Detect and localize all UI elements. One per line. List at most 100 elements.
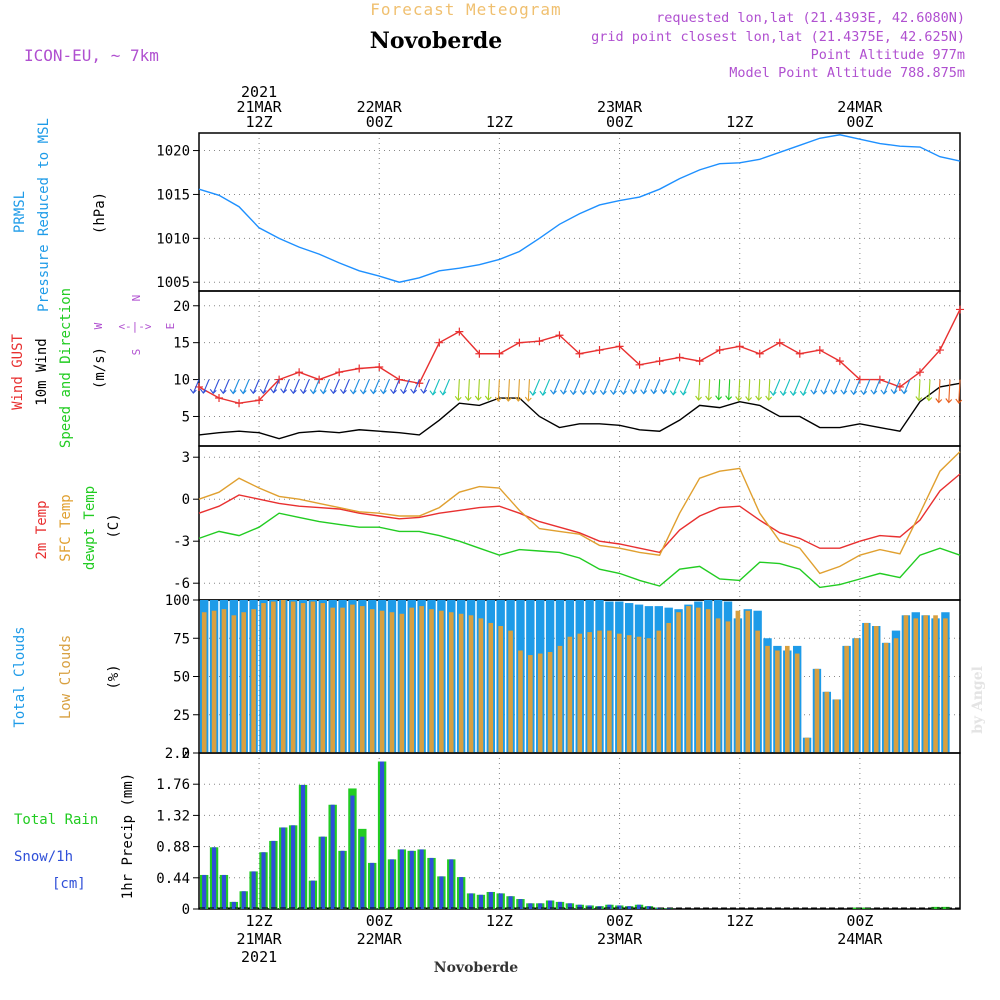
gust-marker (315, 375, 324, 384)
wind-arrow-head (935, 398, 943, 404)
low-cloud-bar (676, 612, 681, 753)
compass-w: W (92, 322, 105, 329)
low-cloud-bar (755, 630, 760, 753)
wind-arrow (633, 379, 641, 394)
low-cloud-bar (201, 612, 207, 753)
precip-axis-label: 1hr Precip (mm) (120, 773, 136, 899)
wind-arrow (283, 379, 290, 393)
ytick-label: 0.88 (156, 840, 190, 856)
wind-arrow-head (769, 390, 777, 396)
low-cloud-bar (409, 607, 415, 753)
wind-arrow (863, 379, 871, 395)
top-time-label: 12Z (726, 113, 753, 131)
wind-arrow (332, 379, 340, 394)
bottom-time-label: 12Z (246, 912, 273, 930)
snow-bar (231, 901, 236, 909)
gust-marker (655, 357, 664, 366)
snow-bar (538, 903, 543, 909)
wind-arrow (423, 379, 430, 394)
low-cloud-bar (330, 607, 335, 753)
ytick-label: 75 (173, 631, 190, 647)
compass-arrow: <-|-> (118, 320, 151, 333)
wind-arrow-head (630, 389, 638, 395)
top-time-label: 22MAR (357, 98, 403, 116)
wind-arrow (507, 379, 510, 402)
bottom-time-label: 2021 (241, 948, 277, 966)
low-cloud-bar (775, 650, 780, 753)
ytick-label: 0 (182, 492, 190, 508)
ytick-label: 10 (173, 373, 190, 389)
precip-labels: Total Rain Snow/1h [cm] 1hr Precip (mm) (14, 773, 136, 899)
wind-arrow (212, 379, 220, 394)
wind-arrow-head (429, 390, 437, 396)
wind-panel: 5 10 15 20 (173, 290, 964, 447)
wind-arrow-head (359, 389, 367, 395)
rain-bar (941, 906, 950, 909)
low-cloud-bar (261, 603, 266, 753)
snow-bar (666, 908, 671, 909)
gust-marker (675, 353, 684, 362)
low-cloud-bar (784, 645, 790, 753)
low-cloud-bar (933, 615, 938, 753)
compass-e: E (164, 323, 177, 330)
wind-arrow (843, 379, 851, 395)
dewpt-label: dewpt Temp (82, 486, 98, 570)
wind-arrow-head (569, 389, 577, 396)
low-cloud-bar (646, 638, 652, 753)
gust-marker (535, 337, 544, 346)
wind-arrow-head (599, 389, 607, 396)
wind-arrow-head (955, 398, 963, 404)
wind-arrow-head (339, 389, 347, 395)
wind-arrow (758, 379, 761, 401)
wind-arrow (517, 379, 520, 402)
compass-s: S (130, 349, 143, 356)
gust-marker (435, 338, 444, 347)
bottom-time-label: 22MAR (357, 930, 403, 948)
wind-arrow-head (400, 389, 407, 395)
gust-marker (575, 349, 584, 358)
wind-arrow (362, 379, 370, 394)
gust-marker (475, 349, 484, 358)
ytick-label: 5 (182, 409, 190, 425)
wind-arrow (572, 379, 581, 395)
sfc-temp-label: SFC Temp (58, 494, 74, 561)
wind-arrow (242, 379, 250, 394)
snow-bar (429, 857, 434, 909)
wind-arrow (582, 379, 591, 395)
low-cloud-bar (488, 622, 494, 753)
low-cloud-bar (616, 633, 622, 753)
wind-arrow-head (579, 389, 587, 396)
snow-bar (202, 874, 207, 909)
wind-arrow (833, 379, 841, 395)
wind-arrow (432, 379, 440, 395)
wind-arrow-head (695, 395, 702, 401)
wind-arrow-head (280, 388, 288, 394)
low-cloud-bar (804, 737, 810, 753)
low-cloud-bar (913, 618, 919, 753)
temperature-panel: -6 -3 0 3 (173, 445, 961, 601)
gust-marker (735, 342, 744, 351)
low-cloud-bar (290, 601, 296, 753)
gust-marker (755, 349, 764, 358)
wind-arrow (232, 379, 240, 394)
bottom-time-label: 21MAR (237, 930, 283, 948)
wind-arrow-head (209, 389, 217, 395)
wind-arrow-head (660, 389, 668, 395)
wind-arrow (392, 379, 400, 394)
wind-arrow-head (390, 389, 397, 395)
ytick-label: 50 (173, 670, 190, 686)
snow-bar (636, 904, 642, 909)
wind-arrow-head (464, 395, 472, 402)
compass-n: N (130, 295, 143, 302)
snow-bar (281, 827, 286, 909)
top-time-label: 12Z (486, 113, 513, 131)
wind-arrow-head (439, 390, 447, 396)
low-cloud-bar (468, 615, 474, 753)
low-cloud-bar (696, 607, 701, 753)
low-cloud-bar (745, 610, 751, 753)
snow-bar (557, 901, 563, 909)
snow-bar (409, 850, 414, 909)
wind-arrow-head (189, 388, 197, 394)
